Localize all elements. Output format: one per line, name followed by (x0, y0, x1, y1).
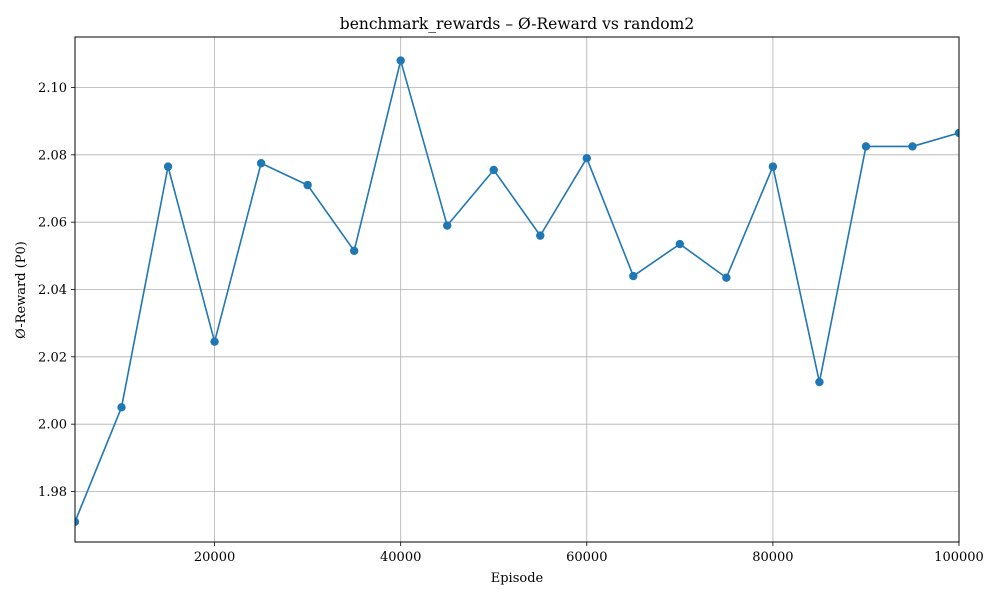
x-tick-label: 100000 (934, 550, 984, 565)
data-point (117, 403, 126, 412)
data-point (722, 273, 731, 282)
x-tick-label: 80000 (752, 550, 793, 565)
x-axis-label: Episode (491, 571, 544, 586)
data-point (443, 221, 452, 230)
data-point (303, 180, 312, 190)
data-point (163, 162, 173, 171)
y-tick-label: 2.02 (38, 350, 67, 365)
data-point (210, 337, 219, 346)
x-tick-label: 60000 (566, 550, 607, 565)
series-line (75, 59, 959, 523)
data-point (349, 246, 359, 255)
y-axis-ticks: 1.98 2.00 2.02 2.04 2.06 2.08 2.10 (38, 81, 75, 500)
data-point (629, 271, 638, 281)
data-point (815, 377, 824, 387)
chart-title: benchmark_rewards – Ø-Reward vs random2 (340, 15, 694, 33)
data-point (489, 165, 498, 175)
x-axis-ticks: 20000 40000 60000 80000 100000 (194, 542, 984, 565)
data-point (536, 231, 545, 240)
y-tick-label: 2.00 (38, 418, 67, 433)
data-point (582, 154, 591, 163)
series-group (75, 56, 959, 526)
x-tick-label: 40000 (380, 550, 421, 565)
data-point (256, 159, 266, 168)
y-tick-label: 2.04 (38, 283, 67, 298)
y-tick-label: 2.10 (38, 81, 67, 96)
x-tick-label: 20000 (194, 550, 235, 565)
data-point (908, 142, 917, 151)
data-point (396, 56, 405, 65)
grid (75, 37, 960, 542)
data-point (861, 142, 871, 151)
y-axis-label: Ø-Reward (P0) (14, 241, 29, 339)
data-point (768, 162, 778, 171)
y-tick-label: 1.98 (38, 485, 67, 500)
y-tick-label: 2.08 (38, 148, 67, 163)
data-point (75, 517, 80, 526)
series-layer (75, 56, 959, 526)
y-tick-label: 2.06 (38, 216, 67, 231)
data-point (954, 128, 959, 138)
data-point (675, 239, 685, 249)
